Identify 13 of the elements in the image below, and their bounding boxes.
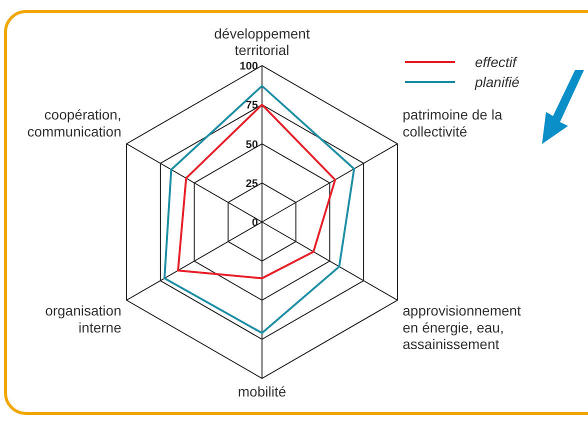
y-tick-label: 0 [252, 217, 258, 230]
y-tick-label: 100 [240, 60, 258, 73]
spoke-label: organisation interne [45, 302, 122, 336]
spoke-label: approvisionnement en énergie, eau, assainissement [402, 302, 522, 352]
legend-label: planifié [475, 73, 520, 92]
spoke-label: développement territorial [214, 25, 310, 58]
y-tick-label: 25 [246, 178, 258, 190]
spoke-label: mobilité [238, 384, 286, 400]
legend-label: effectif [475, 53, 516, 72]
y-tick-label: 50 [246, 138, 258, 151]
spoke-label: patrimoine de la collectivité [402, 106, 502, 140]
y-tick-label: 75 [246, 100, 258, 112]
spoke-label: coopération, communication [27, 106, 122, 140]
